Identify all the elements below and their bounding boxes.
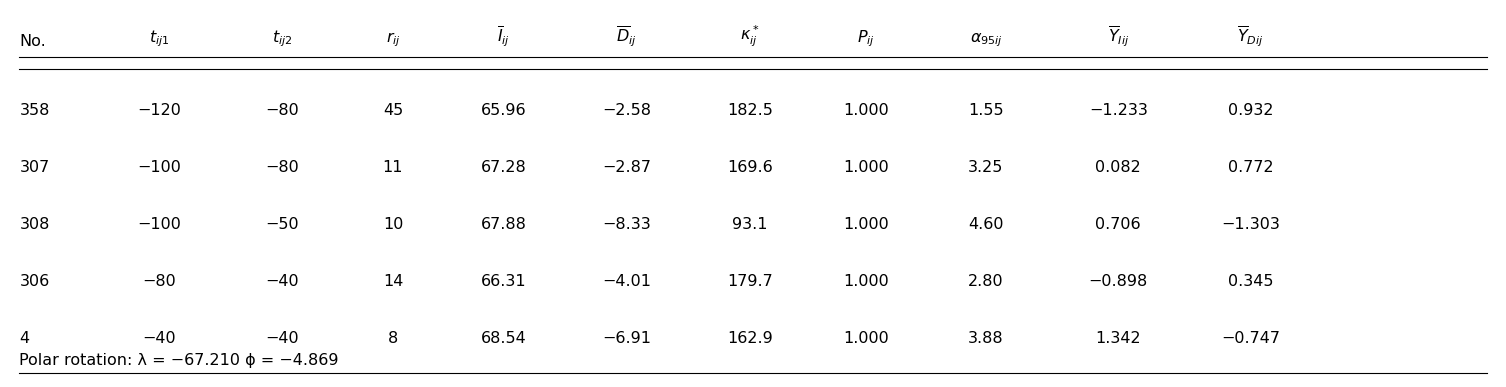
Text: 1.000: 1.000 <box>843 331 889 346</box>
Text: 3.25: 3.25 <box>968 160 1003 175</box>
Text: Polar rotation: λ = −67.210 ϕ = −4.869: Polar rotation: λ = −67.210 ϕ = −4.869 <box>20 353 339 368</box>
Text: 358: 358 <box>20 103 50 118</box>
Text: −120: −120 <box>137 103 181 118</box>
Text: $r_{ij}$: $r_{ij}$ <box>386 31 401 50</box>
Text: −40: −40 <box>265 274 300 289</box>
Text: 93.1: 93.1 <box>732 217 768 232</box>
Text: 1.55: 1.55 <box>968 103 1005 118</box>
Text: $t_{ij1}$: $t_{ij1}$ <box>149 29 170 50</box>
Text: 67.88: 67.88 <box>480 217 527 232</box>
Text: −50: −50 <box>265 217 300 232</box>
Text: 182.5: 182.5 <box>727 103 773 118</box>
Text: −40: −40 <box>265 331 300 346</box>
Text: 179.7: 179.7 <box>727 274 773 289</box>
Text: 308: 308 <box>20 217 50 232</box>
Text: 1.000: 1.000 <box>843 274 889 289</box>
Text: 66.31: 66.31 <box>480 274 526 289</box>
Text: −100: −100 <box>137 217 181 232</box>
Text: 10: 10 <box>383 217 404 232</box>
Text: 4: 4 <box>20 331 30 346</box>
Text: −100: −100 <box>137 160 181 175</box>
Text: $P_{ij}$: $P_{ij}$ <box>857 29 875 50</box>
Text: $\kappa^*_{ij}$: $\kappa^*_{ij}$ <box>739 24 761 50</box>
Text: −80: −80 <box>265 103 300 118</box>
Text: $\overline{Y}_{Dij}$: $\overline{Y}_{Dij}$ <box>1238 25 1264 50</box>
Text: $\alpha_{95ij}$: $\alpha_{95ij}$ <box>970 32 1003 50</box>
Text: −4.01: −4.01 <box>602 274 651 289</box>
Text: 306: 306 <box>20 274 50 289</box>
Text: 67.28: 67.28 <box>480 160 526 175</box>
Text: 65.96: 65.96 <box>480 103 526 118</box>
Text: 0.932: 0.932 <box>1227 103 1273 118</box>
Text: −0.898: −0.898 <box>1089 274 1148 289</box>
Text: 68.54: 68.54 <box>480 331 526 346</box>
Text: 162.9: 162.9 <box>727 331 773 346</box>
Text: −6.91: −6.91 <box>602 331 651 346</box>
Text: −80: −80 <box>265 160 300 175</box>
Text: 45: 45 <box>383 103 404 118</box>
Text: 4.60: 4.60 <box>968 217 1005 232</box>
Text: −40: −40 <box>143 331 176 346</box>
Text: 1.000: 1.000 <box>843 160 889 175</box>
Text: −80: −80 <box>143 274 176 289</box>
Text: −8.33: −8.33 <box>602 217 651 232</box>
Text: −2.87: −2.87 <box>602 160 651 175</box>
Text: 169.6: 169.6 <box>727 160 773 175</box>
Text: 1.000: 1.000 <box>843 217 889 232</box>
Text: 0.772: 0.772 <box>1227 160 1274 175</box>
Text: $\overline{Y}_{Iij}$: $\overline{Y}_{Iij}$ <box>1107 25 1130 50</box>
Text: −2.58: −2.58 <box>602 103 651 118</box>
Text: 1.000: 1.000 <box>843 103 889 118</box>
Text: No.: No. <box>20 34 47 50</box>
Text: 11: 11 <box>383 160 404 175</box>
Text: −0.747: −0.747 <box>1221 331 1280 346</box>
Text: 14: 14 <box>383 274 404 289</box>
Text: 0.345: 0.345 <box>1227 274 1273 289</box>
Text: −1.303: −1.303 <box>1221 217 1280 232</box>
Text: 0.082: 0.082 <box>1095 160 1142 175</box>
Text: $\overline{I}_{ij}$: $\overline{I}_{ij}$ <box>497 25 511 50</box>
Text: $\overline{D}_{ij}$: $\overline{D}_{ij}$ <box>616 25 637 50</box>
Text: −1.233: −1.233 <box>1089 103 1148 118</box>
Text: 1.342: 1.342 <box>1095 331 1142 346</box>
Text: 8: 8 <box>389 331 398 346</box>
Text: 3.88: 3.88 <box>968 331 1005 346</box>
Text: $t_{ij2}$: $t_{ij2}$ <box>273 29 292 50</box>
Text: 307: 307 <box>20 160 50 175</box>
Text: 2.80: 2.80 <box>968 274 1005 289</box>
Text: 0.706: 0.706 <box>1095 217 1142 232</box>
